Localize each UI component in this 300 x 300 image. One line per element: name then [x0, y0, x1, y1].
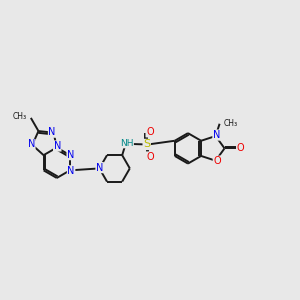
- Text: N: N: [213, 130, 220, 140]
- Text: N: N: [54, 141, 61, 151]
- Text: CH₃: CH₃: [13, 112, 27, 121]
- Text: S: S: [143, 140, 150, 149]
- Text: CH₃: CH₃: [224, 119, 238, 128]
- Text: N: N: [48, 127, 56, 137]
- Text: O: O: [146, 127, 154, 137]
- Text: NH: NH: [120, 139, 134, 148]
- Text: O: O: [146, 152, 154, 162]
- Text: N: N: [67, 150, 74, 160]
- Text: O: O: [237, 143, 244, 153]
- Text: O: O: [213, 156, 221, 166]
- Text: N: N: [96, 163, 103, 172]
- Text: N: N: [68, 166, 75, 176]
- Text: N: N: [28, 140, 35, 149]
